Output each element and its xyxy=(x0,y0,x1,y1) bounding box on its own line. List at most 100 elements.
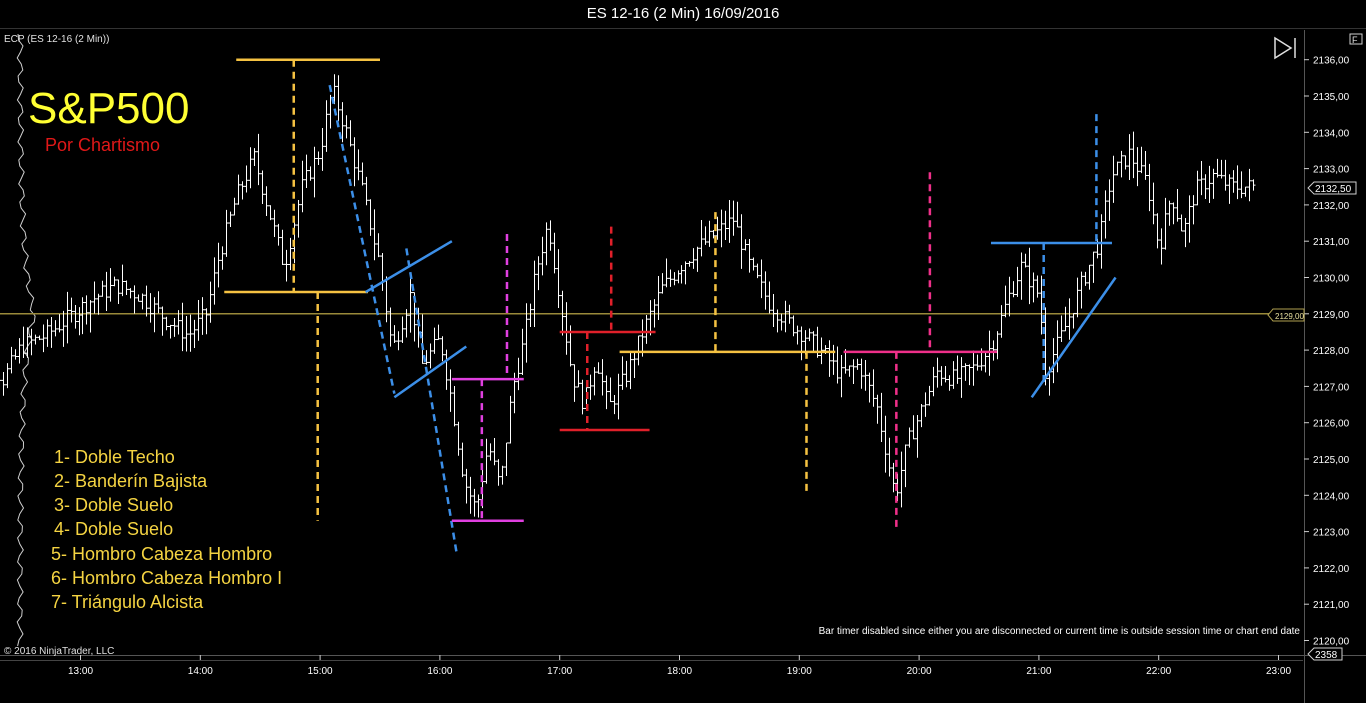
ohlc-bar xyxy=(1223,159,1228,191)
ohlc-bar xyxy=(232,197,237,216)
ohlc-bar xyxy=(931,366,936,397)
ohlc-bar xyxy=(300,160,305,213)
ohlc-bar xyxy=(791,315,796,337)
ohlc-bar xyxy=(496,459,501,486)
ohlc-bar xyxy=(1131,131,1136,179)
ohlc-bar xyxy=(388,307,393,347)
ohlc-bar xyxy=(220,246,225,270)
play-forward-icon[interactable] xyxy=(1274,36,1296,60)
ohlc-bar xyxy=(1199,160,1204,196)
legend-item: 3- Doble Suelo xyxy=(54,495,173,515)
ohlc-bar xyxy=(831,344,836,375)
ohlc-bar xyxy=(132,285,137,314)
ohlc-bar xyxy=(156,291,161,314)
ohlc-bar xyxy=(1147,163,1152,212)
ohlc-bar xyxy=(1059,315,1064,342)
pattern-solid-line xyxy=(364,240,453,294)
window-title: ES 12-16 (2 Min) 16/09/2016 xyxy=(0,0,1366,29)
ohlc-bar xyxy=(372,209,377,261)
ohlc-bar xyxy=(1111,155,1116,203)
ohlc-bar xyxy=(188,314,193,352)
ohlc-bar xyxy=(1015,266,1020,297)
ohlc-bar xyxy=(1191,195,1196,225)
ohlc-bar xyxy=(807,328,812,342)
ohlc-bar xyxy=(1247,168,1252,202)
ohlc-bar xyxy=(731,200,736,236)
ohlc-bar xyxy=(1055,320,1060,373)
ohlc-bar xyxy=(923,392,928,417)
ohlc-bar xyxy=(887,437,892,477)
ohlc-bar xyxy=(432,327,437,354)
ohlc-bar xyxy=(1031,272,1036,303)
ohlc-bar xyxy=(999,305,1004,338)
ohlc-bar xyxy=(1023,253,1028,268)
time-tick-label: 14:00 xyxy=(188,666,213,677)
ohlc-bar xyxy=(640,319,645,357)
volume-value: 2358 xyxy=(1315,650,1338,661)
time-tick-label: 15:00 xyxy=(308,666,333,677)
ohlc-bar xyxy=(148,293,153,323)
price-tick-label: 2133,00 xyxy=(1313,165,1350,176)
ohlc-bar xyxy=(875,394,880,424)
ohlc-bar xyxy=(915,414,920,458)
price-tick-label: 2121,00 xyxy=(1313,600,1350,611)
price-tick-label: 2127,00 xyxy=(1313,382,1350,393)
ohlc-bar xyxy=(971,350,976,386)
ohlc-bar xyxy=(184,315,189,352)
chart-overlay-title: S&P500 xyxy=(28,84,189,133)
ohlc-bar xyxy=(25,327,30,358)
ohlc-bar xyxy=(616,373,621,420)
ohlc-bar xyxy=(508,395,513,444)
ohlc-bar xyxy=(1183,217,1188,248)
ohlc-bar xyxy=(1195,170,1200,206)
ohlc-bar xyxy=(316,151,321,165)
legend-item: 6- Hombro Cabeza Hombro I xyxy=(51,568,282,588)
ohlc-bar xyxy=(80,297,85,335)
ohlc-bar xyxy=(352,137,357,187)
ohlc-bar xyxy=(376,233,381,258)
ohlc-bar xyxy=(664,258,669,288)
ohlc-bar xyxy=(368,199,373,236)
ohlc-bar xyxy=(1167,200,1172,226)
price-axis: 2120,00 2121,00 2122,00 2123,00 2124,00 2125,… xyxy=(1304,56,1350,648)
ohlc-bar xyxy=(1039,275,1044,335)
ohlc-bar xyxy=(648,300,653,336)
ohlc-bar xyxy=(468,476,473,514)
ohlc-bar xyxy=(687,260,692,267)
ohlc-bar xyxy=(252,148,257,167)
ohlc-bar xyxy=(1119,150,1124,178)
ohlc-bar xyxy=(88,300,93,333)
pattern-7 xyxy=(990,114,1117,399)
ohlc-bar xyxy=(448,369,453,412)
ohlc-bar xyxy=(460,442,465,478)
ohlc-bar xyxy=(476,494,481,518)
ohlc-bar xyxy=(967,364,972,386)
ohlc-bar xyxy=(1,372,6,396)
ohlc-bar xyxy=(1051,338,1056,384)
price-tick-label: 2125,00 xyxy=(1313,455,1350,466)
ohlc-bar xyxy=(727,199,732,243)
legend-item: 5- Hombro Cabeza Hombro xyxy=(51,544,272,564)
time-tick-label: 13:00 xyxy=(68,666,93,677)
ohlc-bar xyxy=(21,326,26,358)
ohlc-bar xyxy=(1175,189,1180,222)
ohlc-bar xyxy=(1231,170,1236,193)
ohlc-bar xyxy=(707,220,712,247)
ohlc-bar xyxy=(77,307,82,336)
scale-toggle-icon[interactable]: F xyxy=(1349,33,1363,45)
ohlc-bar xyxy=(160,306,165,336)
ohlc-bar xyxy=(100,280,105,297)
ohlc-bar xyxy=(208,281,213,323)
ohlc-bar xyxy=(1179,214,1184,232)
ohlc-bar xyxy=(644,314,649,344)
ohlc-bar xyxy=(1171,202,1176,225)
ohlc-bar xyxy=(863,359,868,391)
ohlc-bar xyxy=(672,272,677,286)
ohlc-bar xyxy=(943,365,948,383)
ohlc-bar xyxy=(548,220,553,251)
ohlc-bar xyxy=(136,294,141,302)
ohlc-bar xyxy=(556,249,561,309)
ohlc-bar xyxy=(592,367,597,396)
legend-item: 7- Triángulo Alcista xyxy=(51,592,204,612)
